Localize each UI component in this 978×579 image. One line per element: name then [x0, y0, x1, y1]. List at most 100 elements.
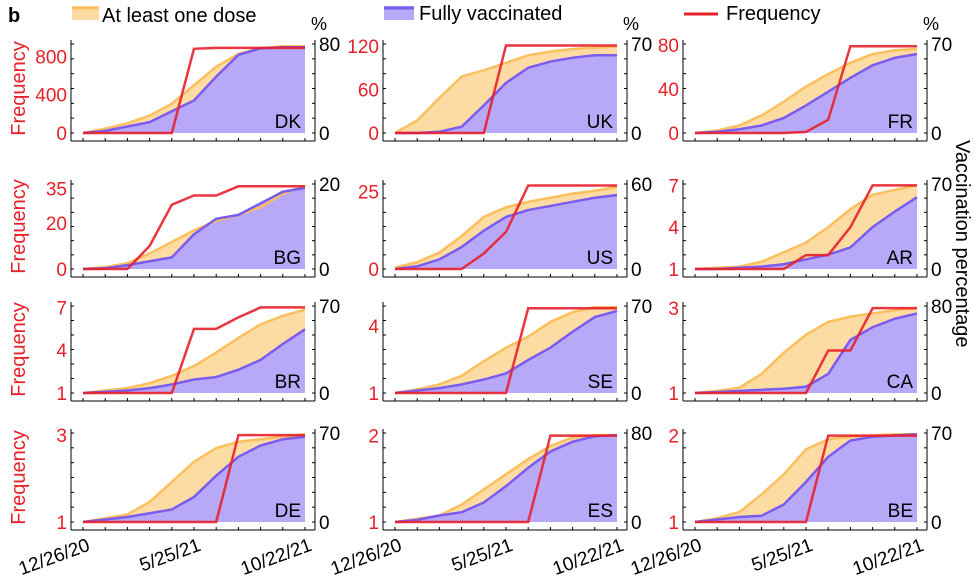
legend-label-full: Fully vaccinated: [419, 3, 562, 25]
percent-symbol: %: [623, 14, 639, 34]
freq-tick-label: 7: [668, 176, 679, 197]
freq-tick-label: 20: [46, 214, 67, 235]
dose1-line: [394, 185, 618, 269]
pct-tick-label: 0: [931, 513, 942, 534]
pct-tick-label: 70: [931, 175, 952, 196]
axes: [70, 40, 316, 142]
panel-ca: 1 3 0 80 CA: [668, 297, 952, 405]
pct-tick-label: 0: [631, 124, 642, 145]
pct-tick-label: 60: [631, 175, 652, 196]
freq-tick-label: 4: [368, 317, 379, 338]
pct-tick-label: 0: [631, 513, 642, 534]
freq-tick-label: 1: [56, 513, 67, 534]
full-area: [395, 435, 617, 522]
axes: [382, 302, 628, 402]
dose1-line: [82, 308, 306, 395]
axes: [382, 40, 628, 142]
axes: [682, 180, 928, 278]
axes: [682, 40, 928, 142]
pct-tick-label: 80: [631, 424, 652, 445]
panel-uk: 0 60 120 0 70 UK%: [347, 14, 652, 145]
frequency-axis-label: Frequency: [8, 430, 30, 525]
x-tick-label: 12/26/20: [16, 535, 93, 579]
freq-tick-label: 3: [56, 426, 67, 447]
panel-de: 1 3 0 70 DE Frequency 12/26/20 5/25/21 10/22/21: [8, 424, 340, 579]
panel-letter: b: [8, 5, 20, 27]
axes: [382, 180, 628, 278]
full-area: [695, 197, 917, 269]
full-area: [395, 310, 617, 393]
x-tick-label: 10/22/21: [238, 535, 315, 579]
freq-tick-label: 800: [35, 47, 67, 68]
legend: At least one dose Fully vaccinated Frequ…: [72, 3, 821, 27]
axes: [70, 180, 316, 278]
panel-be: 1 2 0 70 BE 12/26/20 5/25/21 10/22/21: [628, 424, 952, 579]
pct-tick-label: 80: [319, 35, 340, 56]
pct-tick-label: 0: [319, 260, 330, 281]
pct-tick-label: 70: [931, 424, 952, 445]
freq-tick-label: 1: [668, 260, 679, 281]
x-tick-label: 5/25/21: [749, 535, 816, 576]
dose1-line: [82, 433, 306, 524]
axes: [382, 429, 628, 531]
freq-tick-label: 3: [668, 299, 679, 320]
pct-tick-label: 0: [931, 124, 942, 145]
pct-tick-label: 70: [931, 35, 952, 56]
freq-tick-label: 1: [56, 384, 67, 405]
panel-se: 1 4 0 70 SE: [368, 297, 652, 405]
country-label: BG: [274, 248, 301, 269]
freq-tick-label: 2: [368, 427, 379, 448]
full-area: [83, 187, 305, 269]
pct-tick-label: 70: [631, 297, 652, 318]
freq-tick-label: 0: [368, 260, 379, 281]
x-tick-label: 5/25/21: [137, 535, 204, 576]
freq-tick-label: 4: [668, 218, 679, 239]
full-line: [82, 435, 306, 524]
freq-tick-label: 35: [46, 180, 67, 201]
country-label: FR: [888, 112, 913, 133]
dose1-line: [394, 45, 618, 135]
freq-tick-label: 0: [56, 260, 67, 281]
full-area: [395, 55, 617, 133]
pct-tick-label: 0: [319, 124, 330, 145]
country-label: BR: [275, 372, 301, 393]
country-label: BE: [888, 501, 913, 522]
panel-es: 1 2 0 80 ES 12/26/20 5/25/21 10/22/21: [328, 424, 652, 579]
x-tick-label: 12/26/20: [328, 535, 405, 579]
freq-tick-label: 0: [56, 124, 67, 145]
x-tick-label: 10/22/21: [550, 535, 627, 579]
frequency-axis-label: Frequency: [8, 179, 30, 274]
right-axis-label: Vaccination percentage: [951, 140, 973, 348]
full-line: [394, 433, 618, 524]
freq-tick-label: 0: [368, 124, 379, 145]
freq-tick-label: 2: [668, 427, 679, 448]
dose1-line: [694, 47, 918, 135]
country-label: UK: [587, 112, 614, 133]
country-label: DE: [275, 501, 301, 522]
dose1-line: [82, 184, 306, 271]
x-tick-label: 5/25/21: [449, 535, 516, 576]
pct-tick-label: 0: [631, 260, 642, 281]
freq-tick-label: 60: [358, 81, 379, 102]
dose1-line: [394, 305, 617, 395]
pct-tick-label: 0: [631, 384, 642, 405]
axes: [70, 302, 316, 402]
freq-tick-label: 40: [658, 80, 679, 101]
full-line: [694, 52, 918, 135]
country-label: AR: [887, 248, 913, 269]
freq-tick-label: 4: [56, 341, 67, 362]
freq-tick-label: 1: [368, 513, 379, 534]
pct-tick-label: 0: [931, 260, 942, 281]
axes: [682, 302, 928, 402]
full-area: [83, 329, 305, 393]
full-area: [695, 313, 917, 393]
full-line: [694, 312, 918, 395]
country-label: DK: [275, 112, 302, 133]
full-area: [695, 54, 917, 133]
full-area: [83, 436, 305, 522]
pct-tick-label: 70: [631, 35, 652, 56]
freq-tick-label: 1: [668, 513, 679, 534]
pct-tick-label: 80: [931, 297, 952, 318]
